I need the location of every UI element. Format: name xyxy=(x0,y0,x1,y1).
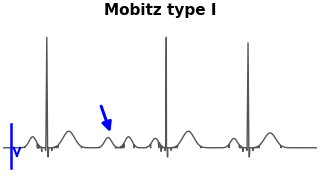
Title: Mobitz type I: Mobitz type I xyxy=(104,3,216,18)
